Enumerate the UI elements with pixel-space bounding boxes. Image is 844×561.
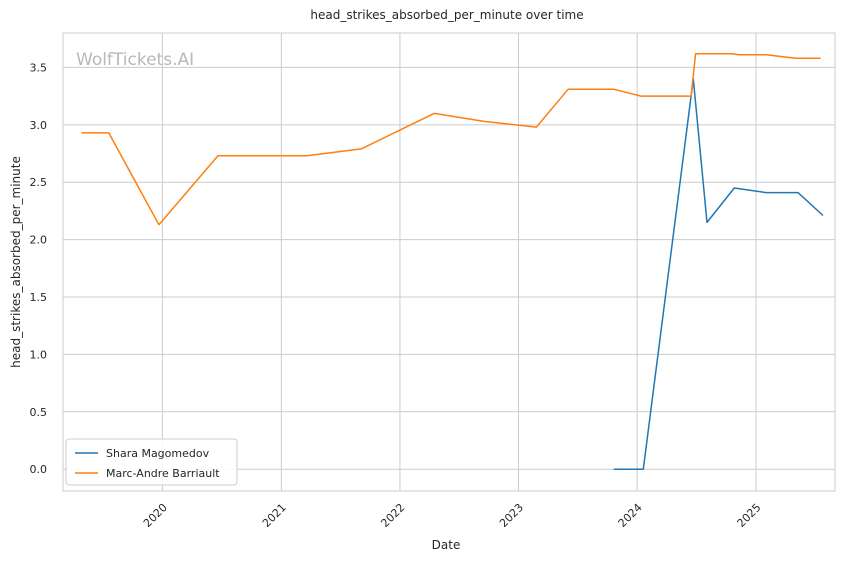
x-tick-label: 2022 bbox=[378, 501, 407, 530]
y-tick-label: 2.5 bbox=[30, 176, 48, 189]
x-tick-label: 2021 bbox=[260, 501, 289, 530]
legend-label-shara-magomedov: Shara Magomedov bbox=[106, 447, 210, 460]
y-tick-labels: 0.0 0.5 1.0 1.5 2.0 2.5 3.0 3.5 bbox=[30, 61, 48, 476]
legend: Shara Magomedov Marc-Andre Barriault bbox=[65, 438, 238, 486]
plot-area bbox=[62, 32, 836, 492]
y-axis-label: head_strikes_absorbed_per_minute bbox=[9, 156, 23, 368]
x-tick-label: 2025 bbox=[735, 501, 764, 530]
watermark-text: WolfTickets.AI bbox=[76, 50, 194, 70]
y-tick-label: 3.5 bbox=[30, 61, 48, 74]
y-tick-label: 2.0 bbox=[30, 234, 48, 247]
y-tick-label: 1.5 bbox=[30, 291, 48, 304]
y-tick-label: 3.0 bbox=[30, 119, 48, 132]
grid-lines bbox=[63, 33, 835, 491]
series-line-shara-magomedov bbox=[613, 78, 824, 470]
y-tick-label: 0.0 bbox=[30, 463, 48, 476]
y-tick-label: 0.5 bbox=[30, 406, 48, 419]
series-layer bbox=[81, 52, 824, 470]
legend-box bbox=[65, 438, 238, 486]
x-tick-label: 2024 bbox=[616, 501, 645, 530]
series-line-marc-andre-barriault bbox=[81, 52, 821, 226]
x-axis-label: Date bbox=[432, 538, 461, 552]
x-tick-label: 2023 bbox=[497, 501, 526, 530]
legend-label-marc-andre-barriault: Marc-Andre Barriault bbox=[106, 467, 220, 480]
chart-title: head_strikes_absorbed_per_minute over ti… bbox=[310, 8, 583, 22]
y-tick-label: 1.0 bbox=[30, 348, 48, 361]
x-tick-labels: 2020 2021 2022 2023 2024 2025 bbox=[141, 501, 764, 530]
x-tick-label: 2020 bbox=[141, 501, 170, 530]
